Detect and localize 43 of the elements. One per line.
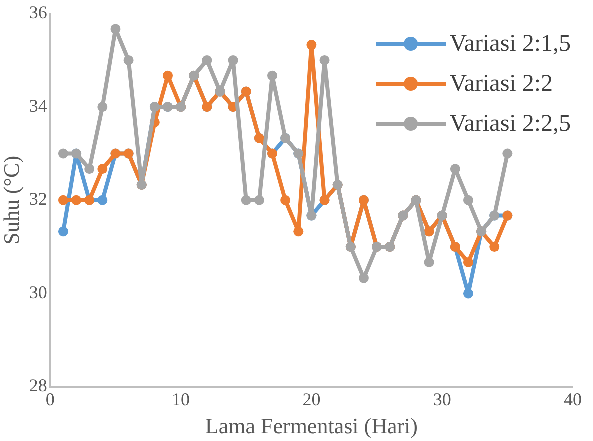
point — [162, 70, 173, 81]
point — [98, 195, 108, 206]
x-tick-label: 20 — [302, 390, 321, 410]
point — [98, 102, 108, 112]
point — [124, 55, 134, 66]
point — [502, 148, 513, 159]
y-tick-label: 30 — [29, 282, 48, 302]
x-tick-label: 0 — [46, 390, 55, 410]
point — [294, 226, 304, 237]
point — [58, 195, 68, 206]
point — [306, 40, 317, 50]
point — [84, 164, 95, 174]
x-tick-label: 40 — [564, 390, 582, 410]
point — [228, 55, 238, 66]
y-tick-label: 36 — [29, 2, 48, 23]
point — [463, 195, 474, 206]
point — [202, 55, 212, 66]
point — [254, 195, 264, 206]
point — [463, 288, 474, 299]
x-tick-label: 10 — [172, 390, 190, 410]
legend-label: Variasi 2:2 — [450, 70, 553, 99]
y-tick-label: 34 — [29, 96, 48, 116]
x-axis-title: Lama Fermentasi (Hari) — [205, 414, 418, 439]
point — [72, 195, 82, 206]
legend-label: Variasi 2:2,5 — [450, 110, 571, 139]
y-tick-label: 28 — [29, 376, 48, 396]
y-tick-label: 32 — [29, 189, 48, 210]
point — [280, 195, 291, 206]
point — [450, 164, 460, 174]
legend-label: Variasi 2:1,5 — [450, 30, 571, 59]
x-tick-label: 30 — [433, 390, 452, 410]
point — [424, 257, 434, 268]
point — [98, 164, 108, 174]
point — [358, 273, 369, 284]
point — [110, 24, 121, 34]
point — [58, 148, 68, 159]
point — [463, 257, 474, 268]
point — [320, 55, 330, 66]
point — [490, 242, 500, 252]
point — [268, 70, 278, 81]
point — [241, 195, 252, 206]
point — [58, 226, 68, 237]
y-axis-title: Suhu (°C) — [0, 156, 24, 245]
